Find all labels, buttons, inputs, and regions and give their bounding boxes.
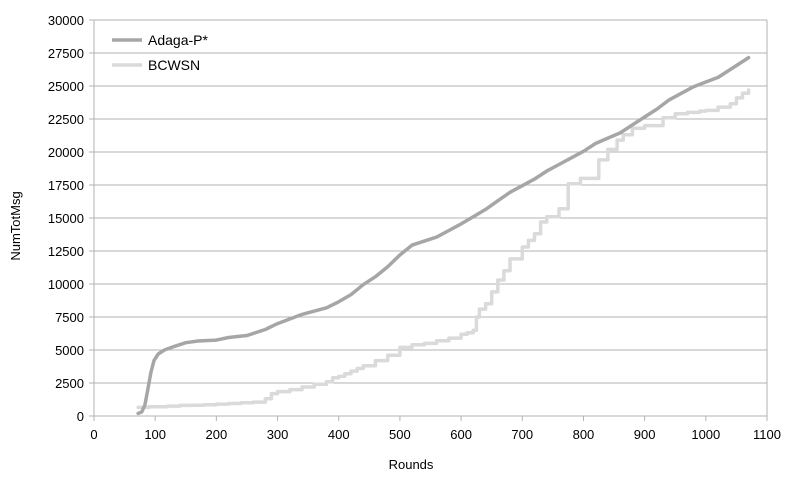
x-tick-label: 200 [206,427,228,442]
y-tick-label: 0 [77,409,84,424]
legend-label: BCWSN [148,57,200,73]
x-tick-label: 900 [634,427,656,442]
x-tick-label: 300 [267,427,289,442]
grid-lines [94,19,767,417]
y-tick-label: 30000 [48,13,84,28]
y-tick-label: 22500 [48,112,84,127]
y-tick-label: 7500 [55,310,84,325]
legend: Adaga-P* BCWSN [112,32,208,73]
x-tick-label: 1100 [753,427,781,442]
y-tick-label: 15000 [48,211,84,226]
y-tick-label: 10000 [48,277,84,292]
x-tick-label: 400 [328,427,350,442]
y-tick-label: 5000 [55,343,84,358]
x-tick-label: 800 [573,427,595,442]
x-tick-label: 500 [389,427,411,442]
axes: 0250050007500100001250015000175002000022… [48,13,781,442]
x-axis-title: Rounds [389,457,434,472]
x-tick-label: 1000 [691,427,720,442]
data-series [136,55,751,416]
y-tick-label: 27500 [48,46,84,61]
y-tick-label: 20000 [48,145,84,160]
y-tick-label: 12500 [48,244,84,259]
x-tick-label: 100 [144,427,166,442]
series-line-adaga-p [136,55,751,416]
y-tick-label: 2500 [55,376,84,391]
x-tick-label: 0 [90,427,97,442]
y-tick-label: 25000 [48,79,84,94]
legend-label: Adaga-P* [148,32,208,48]
y-tick-label: 17500 [48,178,84,193]
x-tick-label: 600 [450,427,472,442]
y-axis-title: NumTotMsg [8,191,23,260]
series-line-bcwsn [136,88,751,410]
x-tick-label: 700 [511,427,533,442]
